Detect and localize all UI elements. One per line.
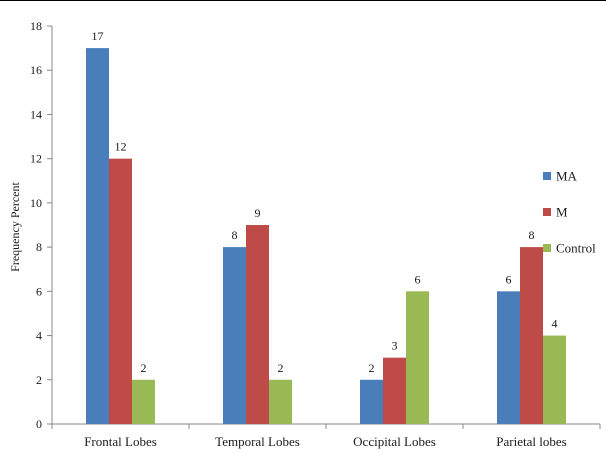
data-label: 9 bbox=[255, 206, 261, 220]
legend-swatch-ma bbox=[543, 172, 551, 180]
data-label: 2 bbox=[278, 361, 284, 375]
bar-m bbox=[246, 225, 269, 424]
bar-ma bbox=[86, 48, 109, 424]
y-tick-label: 8 bbox=[36, 240, 42, 254]
category-label: Temporal Lobes bbox=[215, 434, 300, 449]
bar-control bbox=[543, 336, 566, 424]
legend-label-ma: MA bbox=[556, 169, 578, 184]
data-label: 2 bbox=[369, 361, 375, 375]
bar-ma bbox=[497, 291, 520, 424]
data-label: 4 bbox=[552, 317, 558, 331]
legend-swatch-m bbox=[543, 208, 551, 216]
bar-m bbox=[520, 247, 543, 424]
y-axis-title: Frequency Percent bbox=[8, 182, 22, 272]
data-label: 8 bbox=[232, 228, 238, 242]
category-label: Parietal lobes bbox=[496, 434, 566, 449]
y-tick-label: 16 bbox=[30, 63, 42, 77]
y-tick-label: 18 bbox=[30, 19, 42, 33]
data-label: 12 bbox=[115, 140, 127, 154]
legend-label-control: Control bbox=[556, 241, 596, 256]
bar-control bbox=[269, 380, 292, 424]
y-tick-label: 14 bbox=[30, 107, 42, 121]
category-label: Occipital Lobes bbox=[353, 434, 436, 449]
category-label: Frontal Lobes bbox=[84, 434, 157, 449]
bar-ma bbox=[360, 380, 383, 424]
y-tick-label: 0 bbox=[36, 417, 42, 431]
y-tick-label: 4 bbox=[36, 329, 42, 343]
y-tick-label: 10 bbox=[30, 196, 42, 210]
legend-label-m: M bbox=[556, 205, 568, 220]
y-tick-label: 2 bbox=[36, 373, 42, 387]
data-label: 3 bbox=[392, 339, 398, 353]
data-label: 6 bbox=[506, 272, 512, 286]
data-label: 6 bbox=[415, 272, 421, 286]
bar-ma bbox=[223, 247, 246, 424]
y-tick-label: 6 bbox=[36, 284, 42, 298]
bar-control bbox=[406, 291, 429, 424]
data-label: 17 bbox=[92, 29, 104, 43]
data-label: 2 bbox=[141, 361, 147, 375]
plot-area: 0 2 4 6 8 10 12 14 16 18 Frequency Percent 17 12 2 Fro… bbox=[8, 19, 600, 449]
legend-swatch-control bbox=[543, 244, 551, 252]
y-tick-label: 12 bbox=[30, 152, 42, 166]
bar-m bbox=[109, 159, 132, 424]
bar-control bbox=[132, 380, 155, 424]
bar-m bbox=[383, 358, 406, 424]
data-label: 8 bbox=[529, 228, 535, 242]
